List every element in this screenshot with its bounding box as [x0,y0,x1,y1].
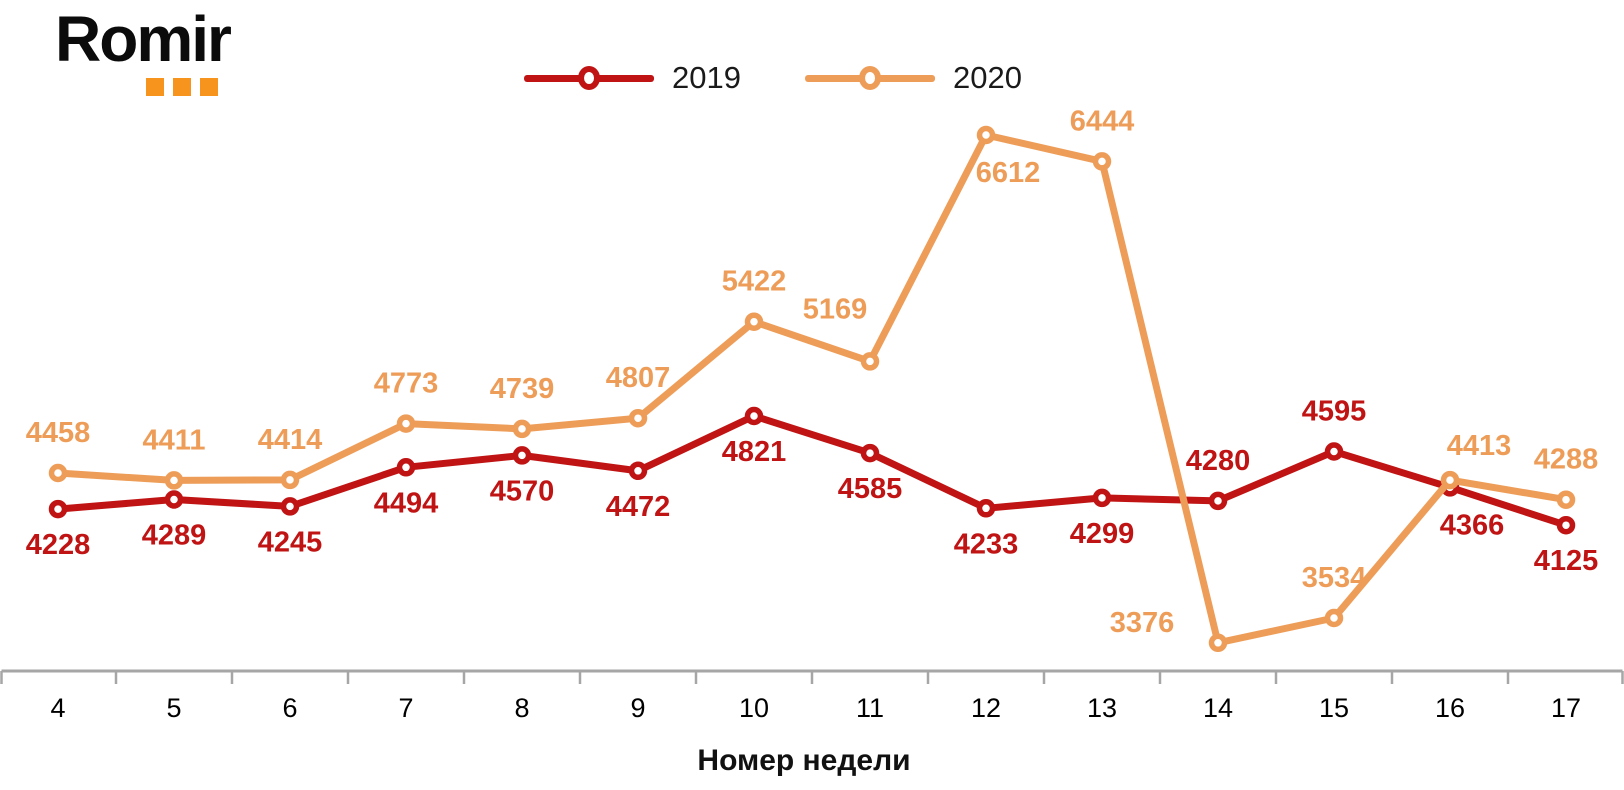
x-tick-label: 14 [1203,693,1233,723]
x-tick-label: 17 [1551,693,1581,723]
x-tick-label: 7 [398,693,413,723]
x-tick-label: 11 [856,693,884,723]
romir-logo-text: Romir [55,3,232,75]
legend-marker-icon [859,66,881,90]
legend-item-2020: 2020 [805,60,1022,96]
x-tick-label: 16 [1435,693,1465,723]
series-line-2020 [54,131,1570,647]
value-label-2020: 4411 [143,424,206,456]
value-label-2019: 4570 [490,475,555,507]
romir-logo: Romir [55,3,232,97]
value-label-2020: 4288 [1534,444,1599,476]
data-point-marker-2019 [860,443,880,463]
x-tick-label: 8 [514,693,529,723]
data-point-marker-2019 [976,499,996,518]
data-point-marker-2019 [1556,515,1576,535]
logo-dot [200,78,218,97]
value-label-2020: 4739 [490,373,555,405]
x-tick-label: 9 [630,693,645,723]
data-point-marker-2019 [744,406,764,426]
data-point-marker-2020 [628,408,648,428]
value-label-2019: 4233 [954,528,1019,560]
series-line-2019 [54,412,1570,529]
value-label-2019: 4299 [1070,518,1135,550]
data-point-marker-2020 [280,470,300,490]
value-label-2019: 4366 [1440,509,1505,541]
legend-label: 2020 [953,60,1022,95]
data-point-marker-2020 [744,312,764,331]
data-point-marker-2020 [976,125,996,145]
legend-item-2019: 2019 [524,60,741,96]
legend-marker-icon [578,66,601,90]
value-label-2020: 4458 [26,417,91,449]
value-label-2020: 6444 [1070,105,1135,137]
x-tick-label: 12 [971,693,1001,723]
data-point-marker-2019 [280,497,300,516]
value-label-2019: 4280 [1186,445,1251,477]
data-point-marker-2020 [1556,490,1576,509]
data-point-marker-2019 [396,458,416,477]
x-axis-title: Номер недели [697,744,911,777]
data-point-marker-2019 [48,499,68,519]
value-label-2020: 4413 [1447,430,1512,462]
value-label-2019: 4595 [1302,396,1367,428]
value-label-2019: 4228 [26,529,91,561]
data-point-marker-2020 [48,463,68,483]
data-point-marker-2020 [860,352,880,371]
value-label-2020: 5422 [722,266,787,298]
data-point-marker-2020 [396,414,416,433]
data-point-marker-2020 [512,419,532,439]
data-point-marker-2019 [1208,491,1228,511]
value-label-2020: 4807 [606,362,671,394]
value-label-2019: 4585 [838,473,903,505]
romir-logo-dots [146,78,230,97]
value-label-2019: 4289 [142,520,207,552]
value-label-2019: 4821 [722,436,787,468]
value-label-2019: 4494 [374,487,439,519]
x-tick-label: 5 [166,693,181,723]
data-point-marker-2019 [1092,488,1112,508]
value-label-2020: 5169 [803,293,868,325]
logo-dot [146,78,164,97]
legend-label: 2019 [672,60,741,95]
data-point-marker-2020 [1092,152,1112,171]
value-label-2020: 4414 [258,424,323,456]
chart-legend: 2019 2020 [524,60,1022,96]
data-point-marker-2020 [1208,633,1228,653]
x-tick-label: 13 [1087,693,1117,723]
value-label-2020: 3376 [1110,607,1175,639]
x-tick-label: 15 [1319,693,1349,723]
value-label-2020: 6612 [976,157,1041,189]
logo-dot [173,78,191,97]
value-label-2019: 4125 [1534,545,1599,577]
data-point-marker-2020 [1440,470,1460,490]
data-point-marker-2019 [512,446,532,465]
data-point-marker-2019 [1324,442,1344,461]
x-tick-label: 10 [739,693,769,723]
legend-line-sample-2019 [524,66,655,90]
value-label-2019: 4245 [258,526,323,558]
value-label-2020: 3534 [1302,562,1367,594]
data-point-marker-2020 [1324,608,1344,628]
x-tick-label: 4 [50,693,65,723]
legend-line-sample-2020 [805,66,935,90]
data-point-marker-2020 [164,471,184,490]
value-label-2020: 4773 [374,368,439,400]
data-point-marker-2019 [628,461,648,481]
value-label-2019: 4472 [606,491,671,523]
x-tick-label: 6 [282,693,297,723]
data-point-marker-2019 [164,490,184,509]
